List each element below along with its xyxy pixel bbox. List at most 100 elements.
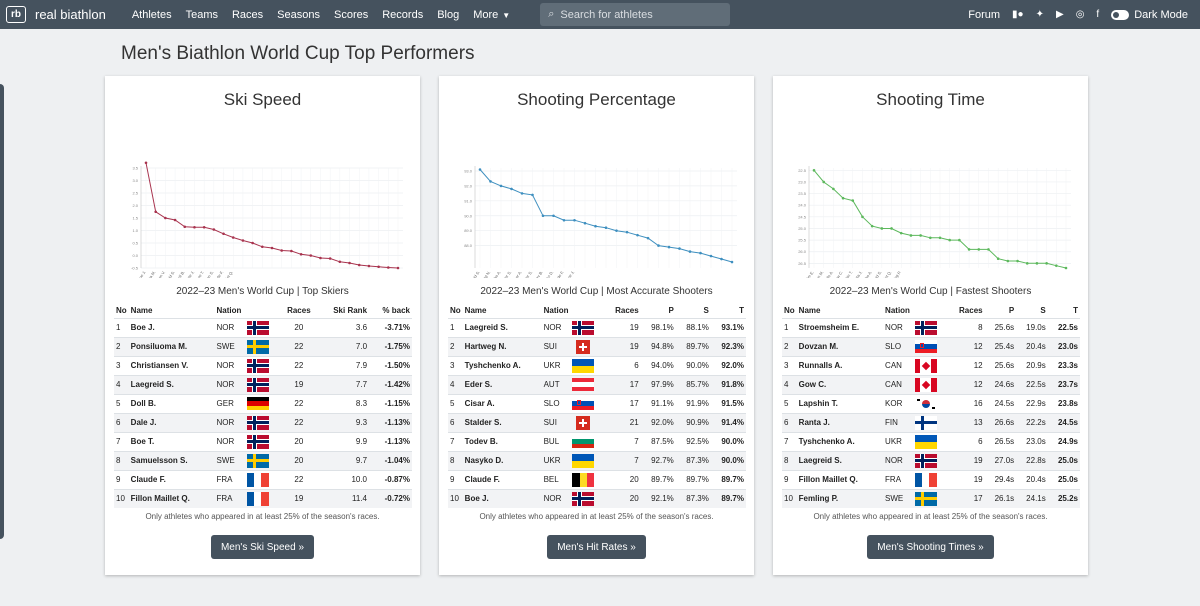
dark-mode-toggle[interactable] — [1111, 9, 1130, 20]
data-point[interactable] — [280, 249, 283, 252]
athlete-name-link[interactable]: Dovzan M. — [796, 336, 884, 356]
data-point[interactable] — [909, 234, 913, 237]
data-point[interactable] — [202, 225, 206, 229]
search-input[interactable]: ⌕ Search for athletes — [540, 3, 731, 26]
column-header[interactable]: Ski Rank — [333, 306, 368, 316]
data-point[interactable] — [699, 251, 702, 255]
data-point[interactable] — [144, 161, 148, 165]
athlete-name-link[interactable]: Cisar A. — [462, 393, 542, 413]
youtube-icon[interactable]: ▶ — [1055, 9, 1064, 20]
view-more-button[interactable]: Men's Hit Rates » — [547, 535, 646, 559]
athlete-name-link[interactable]: Dale J. — [128, 412, 215, 432]
athlete-name-link[interactable]: Runnalls A. — [796, 355, 884, 375]
athlete-name-link[interactable]: Boe J. — [128, 317, 215, 337]
table-row[interactable]: 10 Fillon Maillet Q. FRA 19 11.4 -0.72% — [114, 488, 412, 508]
data-point[interactable] — [919, 234, 922, 237]
column-header[interactable]: Name — [130, 306, 153, 316]
athlete-name-link[interactable]: Femling P. — [796, 488, 884, 508]
athlete-name-link[interactable]: Claude F. — [128, 469, 215, 489]
data-point[interactable] — [880, 227, 884, 230]
nav-more-dropdown[interactable]: More ▼ — [473, 9, 510, 21]
table-row[interactable]: 1 Stroemsheim E. NOR 8 25.6s 19.0s 22.5s — [782, 317, 1080, 337]
side-panel-tab[interactable] — [0, 84, 4, 539]
data-point[interactable] — [309, 254, 313, 257]
table-row[interactable]: 5 Lapshin T. KOR 16 24.5s 22.9s 23.8s — [782, 393, 1080, 413]
data-point[interactable] — [678, 247, 681, 250]
data-point[interactable] — [861, 215, 864, 219]
data-point[interactable] — [1055, 264, 1058, 267]
table-row[interactable]: 7 Boe T. NOR 20 9.9 -1.13% — [114, 431, 412, 451]
column-header[interactable]: Nation — [543, 306, 569, 316]
table-row[interactable]: 2 Dovzan M. SLO 12 25.4s 20.4s 23.0s — [782, 336, 1080, 356]
table-row[interactable]: 6 Stalder S. SUI 21 92.0% 90.9% 91.4% — [448, 412, 746, 432]
data-point[interactable] — [319, 256, 322, 260]
table-row[interactable]: 1 Laegreid S. NOR 19 98.1% 88.1% 93.1% — [448, 317, 746, 337]
data-point[interactable] — [709, 254, 713, 258]
data-point[interactable] — [510, 187, 513, 191]
athlete-name-link[interactable]: Doll B. — [128, 393, 215, 413]
athlete-name-link[interactable]: Hartweg N. — [462, 336, 542, 356]
data-point[interactable] — [938, 236, 942, 240]
data-point[interactable] — [573, 218, 576, 222]
column-header[interactable]: No — [116, 306, 127, 316]
data-point[interactable] — [1025, 262, 1029, 265]
facebook-icon[interactable]: f — [1096, 9, 1100, 20]
table-row[interactable]: 9 Claude F. BEL 20 89.7% 89.7% 89.7% — [448, 469, 746, 489]
athlete-name-link[interactable]: Laegreid S. — [128, 374, 215, 394]
table-row[interactable]: 5 Cisar A. SLO 17 91.1% 91.9% 91.5% — [448, 393, 746, 413]
data-point[interactable] — [870, 224, 874, 228]
data-point[interactable] — [222, 232, 225, 236]
data-point[interactable] — [996, 257, 1000, 260]
athlete-name-link[interactable]: Tyshchenko A. — [796, 431, 884, 451]
data-point[interactable] — [667, 245, 671, 249]
data-point[interactable] — [290, 249, 293, 253]
data-point[interactable] — [241, 239, 245, 242]
column-header[interactable]: Nation — [885, 306, 910, 316]
table-row[interactable]: 6 Dale J. NOR 22 9.3 -1.13% — [114, 412, 412, 432]
table-row[interactable]: 3 Christiansen V. NOR 22 7.9 -1.50% — [114, 355, 412, 375]
column-header[interactable]: Races — [959, 306, 983, 316]
column-header[interactable]: No — [450, 306, 461, 316]
data-point[interactable] — [328, 257, 332, 260]
data-point[interactable] — [270, 246, 274, 250]
nav-link-records[interactable]: Records — [382, 8, 424, 21]
data-point[interactable] — [615, 229, 618, 232]
data-point[interactable] — [958, 238, 961, 242]
data-point[interactable] — [338, 260, 342, 264]
data-point[interactable] — [1006, 259, 1010, 263]
table-row[interactable]: 9 Claude F. FRA 22 10.0 -0.87% — [114, 469, 412, 489]
data-point[interactable] — [594, 224, 597, 228]
athlete-name-link[interactable]: Christiansen V. — [128, 355, 215, 375]
data-point[interactable] — [625, 230, 629, 234]
data-point[interactable] — [977, 248, 981, 251]
table-row[interactable]: 1 Boe J. NOR 20 3.6 -3.71% — [114, 317, 412, 337]
athlete-name-link[interactable]: Samuelsson S. — [128, 450, 215, 470]
data-point[interactable] — [562, 218, 566, 222]
table-row[interactable]: 6 Ranta J. FIN 13 26.6s 22.2s 24.5s — [782, 412, 1080, 432]
data-point[interactable] — [299, 252, 303, 256]
athlete-name-link[interactable]: Stroemsheim E. — [796, 317, 884, 337]
table-row[interactable]: 4 Laegreid S. NOR 19 7.7 -1.42% — [114, 374, 412, 394]
data-point[interactable] — [193, 225, 196, 229]
data-point[interactable] — [173, 218, 177, 222]
column-header[interactable]: Name — [464, 306, 487, 316]
data-point[interactable] — [636, 233, 639, 237]
data-point[interactable] — [531, 193, 534, 197]
athlete-name-link[interactable]: Todev B. — [462, 431, 542, 451]
data-point[interactable] — [899, 231, 903, 235]
table-row[interactable]: 9 Fillon Maillet Q. FRA 19 29.4s 20.4s 25.0s — [782, 469, 1080, 489]
data-point[interactable] — [657, 244, 660, 247]
table-row[interactable]: 4 Eder S. AUT 17 97.9% 85.7% 91.8% — [448, 374, 746, 394]
data-point[interactable] — [890, 227, 893, 230]
table-row[interactable]: 8 Nasyko D. UKR 7 92.7% 87.3% 90.0% — [448, 450, 746, 470]
column-header[interactable]: S — [1040, 306, 1046, 316]
data-point[interactable] — [730, 260, 734, 264]
nav-link-seasons[interactable]: Seasons — [277, 8, 320, 21]
athlete-name-link[interactable]: Fillon Maillet Q. — [796, 469, 884, 489]
athlete-name-link[interactable]: Boe J. — [462, 488, 542, 508]
data-point[interactable] — [348, 261, 351, 265]
table-row[interactable]: 2 Ponsiluoma M. SWE 22 7.0 -1.75% — [114, 336, 412, 356]
table-row[interactable]: 5 Doll B. GER 22 8.3 -1.15% — [114, 393, 412, 413]
column-header[interactable]: Races — [287, 306, 311, 316]
twitter-icon[interactable]: ✦ — [1035, 9, 1044, 20]
